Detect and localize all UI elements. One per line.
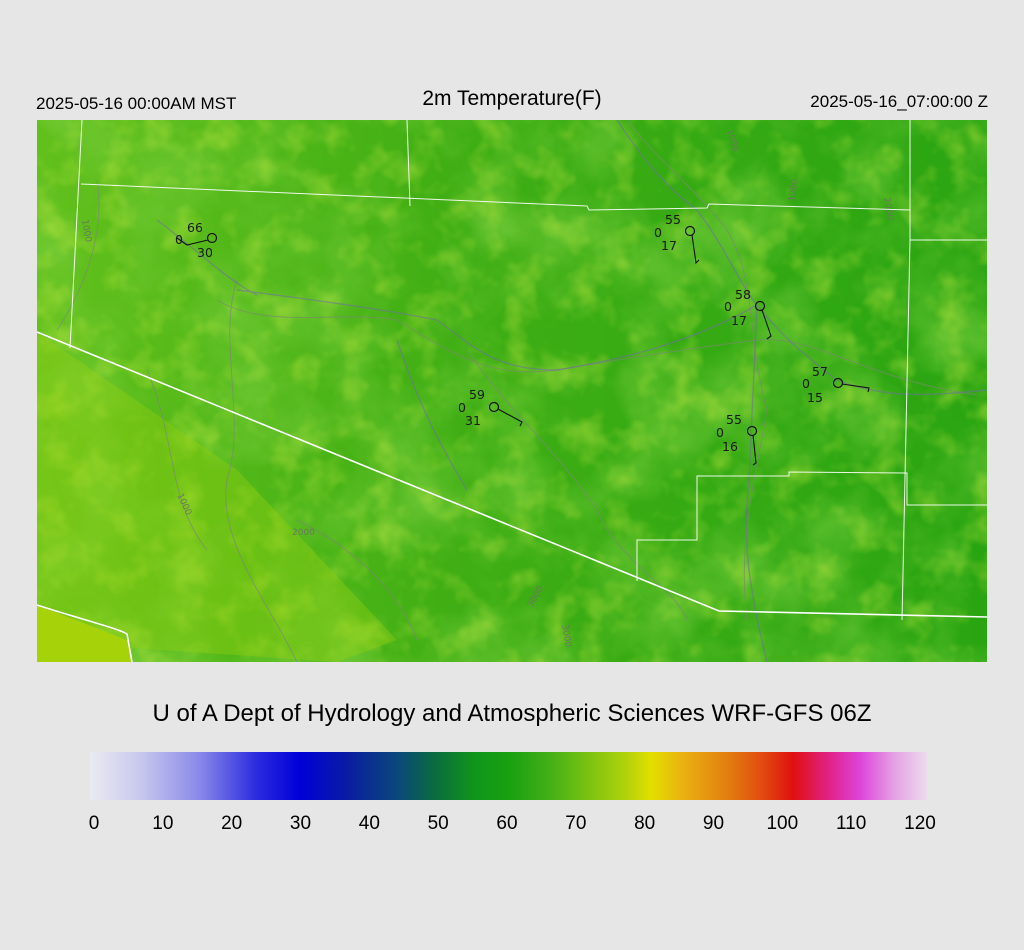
station-circle-icon: [206, 232, 218, 244]
station-dewpoint: 31: [465, 413, 481, 428]
station-dewpoint: 17: [731, 313, 747, 328]
colorbar-tick-label: 120: [904, 813, 936, 834]
roads: [156, 120, 987, 662]
station-circle-icon: [488, 401, 500, 413]
colorbar-tick-label: 90: [702, 813, 725, 834]
boundaries: [37, 120, 987, 662]
contour-label: 2000: [292, 528, 315, 538]
colorbar-tick-label: 50: [427, 813, 449, 834]
station-temp: 66: [187, 220, 203, 235]
station-dewpoint: 30: [197, 245, 213, 260]
colorbar-tick-label: 20: [221, 813, 243, 834]
colorbar-tick-label: 110: [836, 813, 867, 834]
contour-label: 3000: [559, 624, 573, 649]
station-circle-icon: [684, 225, 696, 237]
model-credit: U of A Dept of Hydrology and Atmospheric…: [152, 700, 872, 727]
station-2: 58 0 17: [724, 287, 772, 340]
temperature-map: 1000 2000 3000 1000 1000 1000 3000 2000: [37, 120, 987, 662]
colorbar-tick-label: 30: [289, 813, 312, 834]
wind-barb-icon: [497, 408, 523, 427]
colorbar-tick-label: 40: [358, 813, 380, 834]
colorbar-tick-labels: 0 10 20 30 40 50 60 70 80 90 100 110 120: [0, 813, 1024, 839]
colorbar-tick-label: 0: [88, 813, 100, 834]
wind-barb-icon: [752, 434, 757, 466]
station-dewpoint: 16: [722, 439, 738, 454]
station-circle-icon: [832, 377, 844, 389]
wind-barb-icon: [176, 237, 209, 246]
temperature-colorbar: [90, 752, 927, 800]
station-mid-value: 0: [458, 400, 466, 415]
map-canvas: 1000 2000 3000 1000 1000 1000 3000 2000: [37, 120, 987, 662]
station-mid-value: 0: [175, 232, 183, 247]
station-dewpoint: 17: [661, 238, 677, 253]
station-temp: 57: [812, 364, 828, 379]
station-temp: 59: [469, 387, 485, 402]
colorbar-tick-label: 10: [152, 813, 174, 834]
colorbar-tick-label: 100: [766, 813, 799, 834]
station-circle-icon: [754, 300, 766, 312]
colorbar-tick-label: 70: [565, 813, 587, 834]
contour-label: 1000: [787, 178, 801, 203]
station-temp: 55: [665, 212, 681, 227]
station-5: 55 0 16: [716, 412, 758, 466]
warm-region: [37, 332, 397, 662]
station-mid-value: 0: [716, 425, 724, 440]
warm-corner-region: [37, 605, 132, 662]
wind-barb-icon: [841, 383, 870, 393]
wind-barb-icon: [691, 234, 700, 265]
map-title: 2m Temperature(F): [422, 87, 602, 110]
station-mid-value: 0: [654, 225, 662, 240]
station-circle-icon: [746, 425, 758, 437]
colorbar-tick-label: 60: [496, 813, 518, 834]
wind-barb-icon: [761, 309, 772, 340]
station-temp: 58: [735, 287, 751, 302]
valid-time-utc: 2025-05-16_07:00:00 Z: [810, 92, 988, 111]
station-mid-value: 0: [802, 376, 810, 391]
station-1: 55 0 17: [654, 212, 700, 265]
station-mid-value: 0: [724, 299, 732, 314]
station-temp: 55: [726, 412, 742, 427]
contour-label: 1000: [79, 219, 93, 244]
temperature-texture-light: [37, 120, 987, 662]
colorbar-gradient: [90, 752, 927, 800]
valid-time-local: 2025-05-16 00:00AM MST: [36, 94, 237, 113]
colorbar-tick-label: 80: [634, 813, 656, 834]
station-3: 59 0 31: [458, 387, 523, 428]
station-dewpoint: 15: [807, 390, 823, 405]
station-0: 66 0 30: [175, 220, 218, 260]
station-4: 57 0 15: [802, 364, 870, 405]
